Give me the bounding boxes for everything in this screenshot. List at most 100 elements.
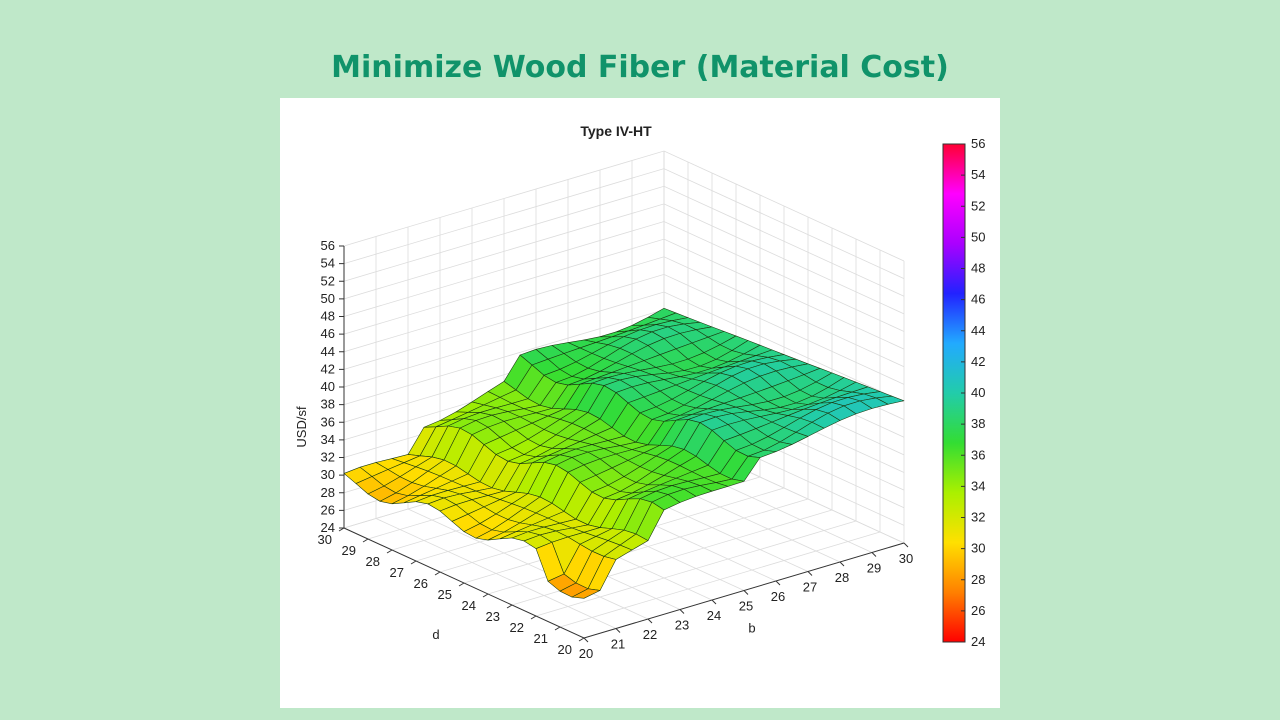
d-tick-mark — [362, 538, 369, 543]
figure-panel: 24 26 28 30 32 34 36 38 40 42 44 46 48 50 52 54 56 20 21 22… — [280, 98, 1000, 708]
b-tick-label: 28 — [835, 570, 849, 585]
z-tick-label: 54 — [321, 256, 335, 271]
d-tick-label: 21 — [534, 631, 548, 646]
b-tick-mark — [775, 580, 781, 586]
colorbar-tick-label: 50 — [971, 229, 985, 244]
colorbar-tick-label: 24 — [971, 634, 985, 649]
colorbar-tick-label: 28 — [971, 572, 985, 587]
colorbar-tick-label: 40 — [971, 385, 985, 400]
gridline-floor-d — [487, 498, 809, 595]
d-tick-mark — [482, 593, 489, 598]
colorbar-tick-label: 32 — [971, 510, 985, 525]
colorbar-tick-label: 42 — [971, 354, 985, 369]
gridline-z — [343, 168, 905, 279]
z-tick-label: 28 — [321, 485, 335, 500]
colorbar-tick-label: 46 — [971, 292, 985, 307]
colorbar-tick-label: 36 — [971, 447, 985, 462]
d-tick-mark — [530, 615, 537, 620]
surface-plot: 24 26 28 30 32 34 36 38 40 42 44 46 48 50 52 54 56 20 21 22… — [294, 123, 985, 661]
b-tick-label: 30 — [899, 551, 913, 566]
gridline-floor-d — [535, 520, 857, 617]
gridline-z — [343, 291, 905, 403]
gridline-z — [343, 150, 905, 262]
b-tick-mark — [903, 542, 909, 548]
d-tick-mark — [458, 582, 465, 587]
d-tick-mark — [338, 527, 345, 532]
z-tick-label: 30 — [321, 467, 335, 482]
z-tick-label: 34 — [321, 432, 335, 447]
b-tick-mark — [839, 561, 845, 567]
b-tick-mark — [679, 609, 685, 614]
d-tick-label: 23 — [486, 609, 500, 624]
b-tick-mark — [711, 599, 717, 605]
d-tick-label: 20 — [558, 642, 572, 657]
z-tick-label: 44 — [321, 344, 335, 359]
z-tick-label: 38 — [321, 397, 335, 412]
d-tick-mark — [434, 571, 441, 576]
b-tick-label: 29 — [867, 561, 881, 576]
z-tick-label: 50 — [321, 291, 335, 306]
z-tick-label: 26 — [321, 502, 335, 517]
colorbar: 24 26 28 30 32 34 36 38 40 42 44 46 48 50 52 54 56 — [942, 136, 985, 649]
axes-labels: 24 26 28 30 32 34 36 38 40 42 44 46 48 50 52 54 56 20 21 22… — [294, 238, 913, 661]
b-tick-label: 23 — [675, 618, 689, 633]
colorbar-tick-label: 38 — [971, 416, 985, 431]
z-tick-label: 48 — [321, 309, 335, 324]
gridline-z — [343, 256, 905, 368]
colorbar-tick-label: 48 — [971, 261, 985, 276]
gridline-z — [343, 221, 905, 332]
d-tick-label: 28 — [366, 554, 380, 569]
z-tick-label: 36 — [321, 414, 335, 429]
d-tick-mark — [386, 549, 393, 554]
b-tick-mark — [743, 590, 749, 595]
colorbar-tick-label: 56 — [971, 136, 985, 151]
colorbar-tick-label: 34 — [971, 478, 985, 493]
d-tick-mark — [554, 626, 561, 631]
b-tick-label: 21 — [611, 637, 625, 652]
d-tick-label: 22 — [510, 620, 524, 635]
b-tick-label: 20 — [579, 646, 593, 661]
z-tick-label: 40 — [321, 379, 335, 394]
b-tick-label: 24 — [707, 608, 721, 623]
z-axis-label: USD/sf — [294, 406, 309, 448]
b-tick-label: 22 — [643, 627, 657, 642]
z-tick-label: 32 — [321, 450, 335, 465]
b-tick-label: 26 — [771, 589, 785, 604]
gridline-z — [343, 185, 905, 297]
gridline-z — [343, 238, 905, 350]
colorbar-tick-label: 52 — [971, 198, 985, 213]
d-tick-mark — [410, 560, 417, 565]
gridline-floor-d — [559, 531, 881, 628]
b-tick-mark — [871, 552, 877, 557]
colorbar-tick-label: 26 — [971, 603, 985, 618]
z-tick-label: 52 — [321, 273, 335, 288]
b-tick-label: 25 — [739, 599, 753, 614]
b-tick-mark — [807, 571, 813, 576]
b-tick-mark — [647, 618, 653, 624]
d-tick-label: 29 — [342, 543, 356, 558]
colorbar-tick-label: 54 — [971, 167, 985, 182]
z-tick-label: 56 — [321, 238, 335, 253]
d-tick-label: 24 — [462, 598, 476, 613]
z-tick-label: 24 — [321, 520, 335, 535]
d-tick-label: 26 — [414, 576, 428, 591]
chart-title: Type IV-HT — [580, 123, 652, 139]
slide-title: Minimize Wood Fiber (Material Cost) — [331, 50, 949, 85]
z-tick-label: 42 — [321, 361, 335, 376]
z-tick-label: 46 — [321, 326, 335, 341]
surface-mesh — [343, 307, 905, 599]
colorbar-tick-label: 44 — [971, 323, 985, 338]
b-tick-label: 27 — [803, 580, 817, 595]
d-tick-label: 25 — [438, 587, 452, 602]
d-tick-label: 30 — [318, 532, 332, 547]
surface-patch — [571, 588, 601, 599]
d-tick-mark — [578, 637, 585, 642]
b-tick-mark — [583, 637, 589, 643]
b-axis-label: b — [748, 621, 755, 636]
gridline-z — [343, 273, 905, 385]
d-tick-mark — [506, 604, 513, 609]
d-axis-label: d — [432, 627, 439, 642]
gridline-z — [343, 203, 905, 315]
b-tick-mark — [615, 628, 621, 633]
colorbar-tick-label: 30 — [971, 541, 985, 556]
